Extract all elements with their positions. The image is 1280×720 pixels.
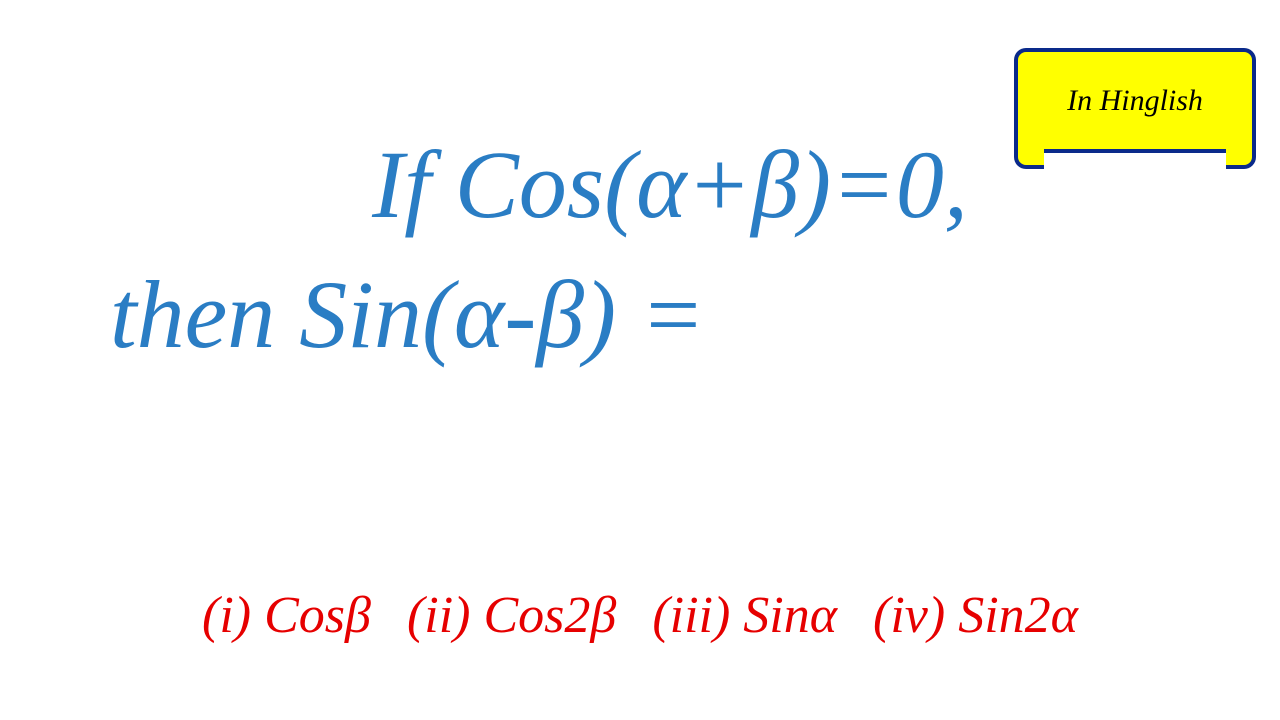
badge-text: In Hinglish: [1067, 84, 1203, 118]
option-1: (i) Cosβ: [202, 586, 371, 645]
option-numeral: (i): [202, 587, 251, 644]
option-text: Cosβ: [264, 587, 371, 644]
question-line-1: If Cos(α+β)=0,: [100, 120, 1180, 250]
option-2: (ii) Cos2β: [407, 586, 616, 645]
question-text: If Cos(α+β)=0, then Sin(α-β) =: [100, 120, 1180, 379]
options-row: (i) Cosβ (ii) Cos2β (iii) Sinα (iv) Sin2…: [0, 586, 1280, 645]
option-numeral: (iii): [652, 587, 730, 644]
option-numeral: (iv): [873, 587, 945, 644]
option-numeral: (ii): [407, 587, 471, 644]
option-text: Cos2β: [483, 587, 616, 644]
option-4: (iv) Sin2α: [873, 586, 1078, 645]
option-text: Sin2α: [958, 587, 1078, 644]
option-3: (iii) Sinα: [652, 586, 837, 645]
option-text: Sinα: [743, 587, 837, 644]
question-line-2: then Sin(α-β) =: [100, 250, 1180, 380]
